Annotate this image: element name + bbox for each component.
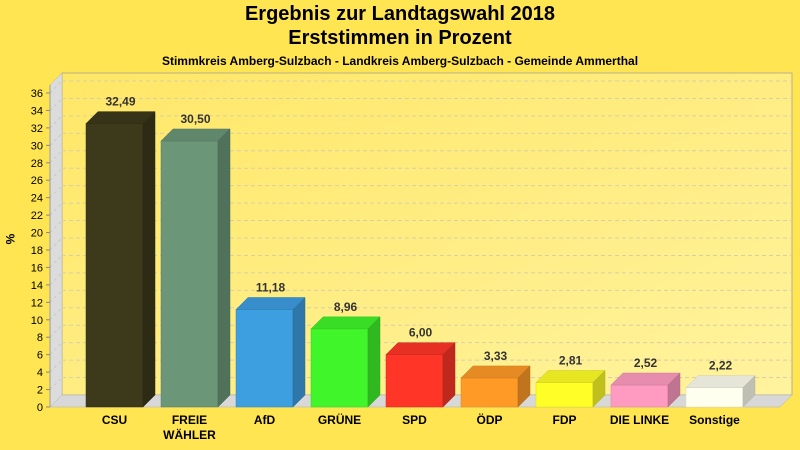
bar-sonstige [685, 375, 756, 408]
chart-title: Ergebnis zur Landtagswahl 2018 [244, 3, 556, 25]
y-tick-label: 16 [31, 262, 43, 274]
data-label: 6,00 [409, 326, 433, 340]
bar-front [685, 387, 744, 408]
data-label: 11,18 [256, 280, 286, 294]
bar-die-linke [610, 372, 681, 408]
bar-front [235, 309, 294, 408]
bar-front [85, 123, 144, 408]
x-tick-label: Sonstige [689, 413, 740, 427]
x-tick-label: FDP [553, 413, 577, 427]
chart-subtitle: Erststimmen in Prozent [288, 27, 512, 49]
data-label: 30,50 [180, 112, 210, 126]
bar-afd [235, 296, 306, 408]
y-tick-label: 26 [31, 175, 43, 187]
gridline-side [49, 80, 63, 94]
bar-front [310, 328, 369, 408]
bar-freie-wähler [160, 128, 231, 408]
bar-front [160, 140, 219, 408]
bar-side [367, 316, 381, 408]
y-tick-label: 6 [37, 350, 43, 362]
bar-front [610, 384, 669, 408]
x-tick-label: FREIE [172, 413, 207, 427]
y-tick-label: 8 [37, 332, 43, 344]
bar-side [592, 369, 606, 408]
gridline-side [49, 237, 63, 251]
bar-ödp [460, 365, 531, 408]
gridline-side [49, 185, 63, 199]
x-tick-label: AfD [254, 413, 276, 427]
gridline-side [49, 307, 63, 321]
bar-front [460, 377, 519, 408]
gridline-side [49, 132, 63, 146]
x-tick-label: ÖDP [476, 412, 502, 427]
y-tick-label: 0 [37, 402, 43, 414]
y-tick-label: 36 [31, 88, 43, 100]
data-label: 3,33 [484, 349, 508, 363]
bar-spd [385, 342, 456, 408]
bar-csu [85, 111, 156, 408]
gridline-side [49, 359, 63, 373]
x-tick-label: SPD [402, 413, 427, 427]
y-tick-label: 28 [31, 158, 43, 170]
y-tick-label: 4 [37, 367, 43, 379]
data-label: 2,52 [634, 356, 658, 370]
y-tick-label: 22 [31, 210, 43, 222]
bar-side [292, 296, 306, 408]
y-tick-label: 30 [31, 140, 43, 152]
y-tick-label: 12 [31, 297, 43, 309]
y-tick-label: 2 [37, 385, 43, 397]
x-tick-label: WÄHLER [163, 427, 216, 442]
y-tick-label: 32 [31, 123, 43, 135]
x-tick-label: GRÜNE [318, 412, 361, 427]
gridline-side [49, 324, 63, 338]
y-tick-label: 20 [31, 228, 43, 240]
y-tick-label: 18 [31, 245, 43, 257]
data-label: 2,22 [709, 359, 733, 373]
y-tick-label: 24 [31, 193, 43, 205]
x-tick-label: DIE LINKE [610, 413, 669, 427]
gridline-side [49, 115, 63, 129]
bar-fdp [535, 369, 606, 408]
gridline-side [49, 289, 63, 303]
data-label: 32,49 [105, 95, 135, 109]
y-tick-label: 14 [31, 280, 43, 292]
gridline-side [49, 150, 63, 164]
bar-side [442, 342, 456, 408]
y-tick-label: 34 [31, 105, 43, 117]
bar-side [142, 111, 156, 408]
bar-front [385, 354, 444, 408]
gridline-side [49, 167, 63, 181]
gridline-side [49, 377, 63, 390]
gridline-side [49, 342, 63, 356]
bar-side [667, 372, 681, 408]
bar-side [217, 128, 231, 408]
y-tick-label: 10 [31, 315, 43, 327]
gridline-side [49, 202, 63, 216]
gridline-side [49, 220, 63, 233]
chart-region-subtitle: Stimmkreis Amberg-Sulzbach - Landkreis A… [161, 54, 639, 68]
bar-front [535, 382, 594, 408]
gridline-side [49, 98, 63, 111]
x-tick-label: CSU [102, 413, 127, 427]
data-label: 2,81 [559, 353, 583, 367]
bar-side [517, 365, 531, 408]
bar-grüne [310, 316, 381, 408]
bar-side [742, 375, 756, 408]
gridline-side [49, 255, 63, 268]
gridline-side [49, 272, 63, 286]
data-label: 8,96 [334, 300, 358, 314]
